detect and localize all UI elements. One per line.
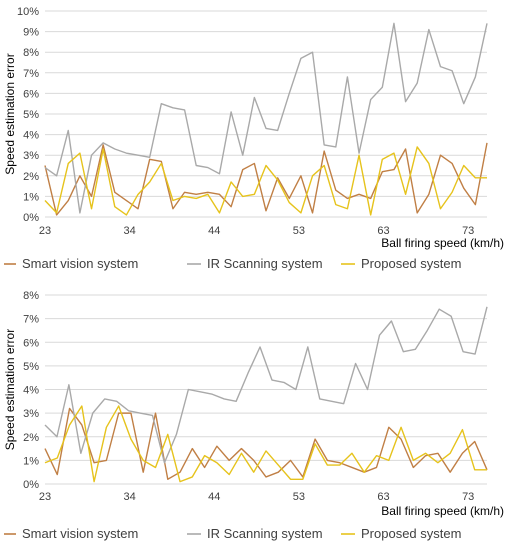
top-y-tick-label: 9% xyxy=(23,27,39,39)
bottom-y-tick-label: 6% xyxy=(23,337,39,349)
bottom-x-tick-label: 63 xyxy=(377,491,389,503)
bottom-series-ir-scanning-line xyxy=(44,306,488,464)
bottom-legend-item-proposed: Proposed system xyxy=(341,526,461,541)
bottom-y-axis-title: Speed estimation error xyxy=(3,329,17,450)
bottom-y-tick-label: 0% xyxy=(23,479,39,491)
top-series-ir-scanning-line xyxy=(44,22,488,214)
top-legend-item-ir-scanning: IR Scanning system xyxy=(187,256,323,271)
top-y-tick-label: 1% xyxy=(23,191,39,203)
bottom-x-tick-label: 44 xyxy=(208,491,220,503)
top-legend-label-ir-scanning: IR Scanning system xyxy=(207,256,323,271)
bottom-y-tick-label: 2% xyxy=(23,432,39,444)
top-y-tick-label: 10% xyxy=(17,6,39,18)
bottom-legend-item-ir-scanning: IR Scanning system xyxy=(187,526,323,541)
top-y-tick-label: 3% xyxy=(23,150,39,162)
bottom-x-axis-title: Ball firing speed (km/h) xyxy=(381,504,504,518)
bottom-chart: 0% 1% 2% 3% 4% 5% 6% 7% 8% 23 34 44 53 63 73 Speed esti… xyxy=(3,290,504,541)
top-chart: 0% 1% 2% 3% 4% 5% 6% 7% 8% 9% 10% 23 34 44 53 63 73 Speed… xyxy=(3,6,504,271)
top-y-tick-label: 8% xyxy=(23,47,39,59)
top-y-tick-label: 5% xyxy=(23,109,39,121)
top-x-tick-label: 44 xyxy=(208,225,220,237)
bottom-y-tick-label: 5% xyxy=(23,361,39,373)
top-y-tick-label: 2% xyxy=(23,171,39,183)
bottom-x-tick-label: 23 xyxy=(39,491,51,503)
bottom-x-tick-label: 53 xyxy=(293,491,305,503)
top-series-proposed-line xyxy=(44,146,487,216)
top-x-tick-label: 23 xyxy=(39,225,51,237)
top-y-tick-label: 6% xyxy=(23,88,39,100)
top-x-axis-title: Ball firing speed (km/h) xyxy=(381,236,504,250)
top-series-smart-vision-line xyxy=(44,142,488,216)
top-y-tick-label: 4% xyxy=(23,130,39,142)
bottom-y-tick-label: 1% xyxy=(23,455,39,467)
bottom-y-tick-label: 8% xyxy=(23,290,39,302)
bottom-y-tick-label: 3% xyxy=(23,408,39,420)
bottom-y-tick-label: 7% xyxy=(23,314,39,326)
bottom-series-proposed-line xyxy=(44,405,487,483)
bottom-y-tick-label: 4% xyxy=(23,385,39,397)
bottom-x-tick-label: 34 xyxy=(124,491,136,503)
top-x-tick-label: 53 xyxy=(293,225,305,237)
top-y-tick-label: 7% xyxy=(23,68,39,80)
top-x-tick-label: 63 xyxy=(377,225,389,237)
bottom-series-smart-vision-line xyxy=(44,407,488,480)
bottom-legend-label-ir-scanning: IR Scanning system xyxy=(207,526,323,541)
bottom-legend-label-smart-vision: Smart vision system xyxy=(22,526,138,541)
top-legend-label-proposed: Proposed system xyxy=(361,256,461,271)
bottom-legend-item-smart-vision: Smart vision system xyxy=(4,526,138,541)
top-x-tick-label: 34 xyxy=(124,225,136,237)
top-y-tick-label: 0% xyxy=(23,212,39,224)
top-legend-item-smart-vision: Smart vision system xyxy=(4,256,138,271)
top-legend-label-smart-vision: Smart vision system xyxy=(22,256,138,271)
top-x-tick-label: 73 xyxy=(462,225,474,237)
bottom-legend-label-proposed: Proposed system xyxy=(361,526,461,541)
bottom-x-tick-label: 73 xyxy=(462,491,474,503)
top-y-axis-title: Speed estimation error xyxy=(3,53,17,174)
top-legend-item-proposed: Proposed system xyxy=(341,256,461,271)
